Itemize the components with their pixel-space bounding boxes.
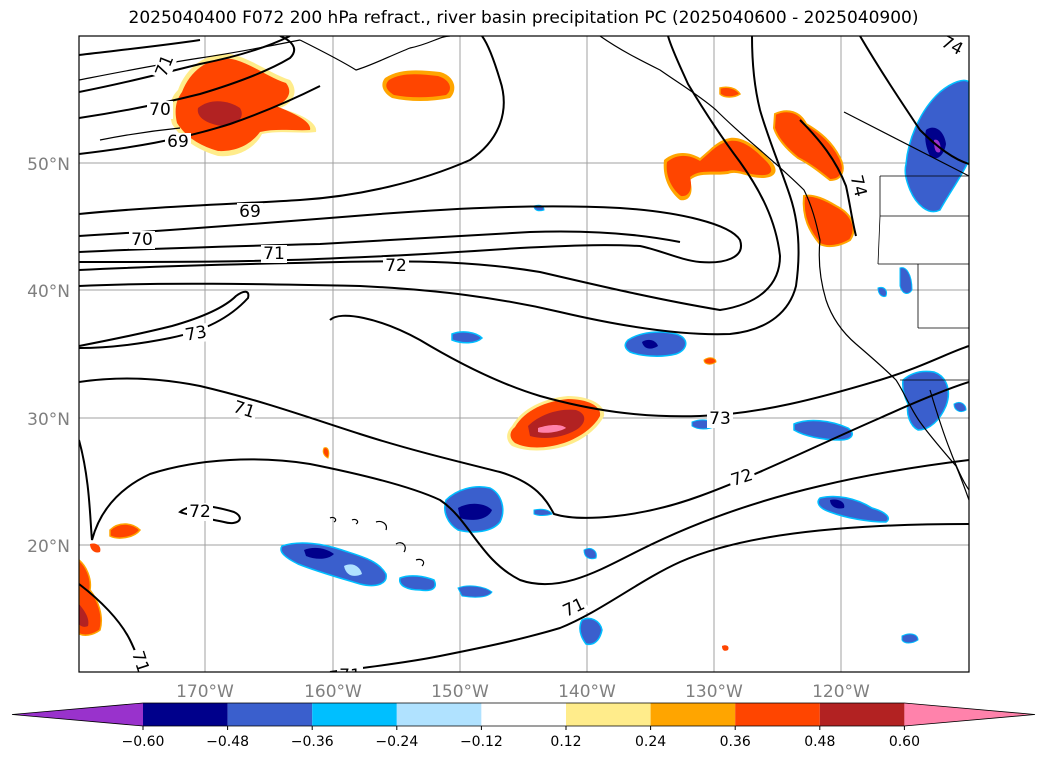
contour-label-background — [147, 101, 173, 119]
negative-areas — [280, 79, 969, 646]
contour-line — [79, 439, 969, 586]
contour-line — [79, 36, 800, 336]
colorbar-tick-label: 0.24 — [635, 734, 666, 750]
colorbar-tick-label: 0.48 — [804, 734, 835, 750]
contour-label-background — [187, 503, 213, 521]
contour-line — [79, 39, 201, 56]
contour-label-background — [707, 410, 733, 428]
refractivity-contours — [79, 36, 969, 672]
contour-label-background — [127, 646, 153, 672]
contour-label: 69 — [239, 202, 261, 222]
colorbar-tick-label: −0.60 — [122, 734, 165, 750]
contour-line — [799, 119, 857, 237]
contour-label: 73 — [709, 409, 731, 429]
colorbar-swatch — [227, 703, 313, 726]
lat-label: 30°N — [27, 410, 70, 430]
contour-label-background — [383, 257, 409, 275]
colorbar-tick-label: −0.36 — [291, 734, 334, 750]
contour-line — [859, 36, 969, 165]
contour-line — [79, 36, 505, 215]
contour-line — [79, 36, 296, 119]
colorbar-swatch — [12, 703, 143, 726]
contour-line — [79, 290, 250, 349]
contour-label: 72 — [385, 256, 407, 276]
contour-label-background — [936, 36, 968, 61]
coast-gulf-alaska-west — [299, 36, 451, 71]
colorbar-tick-label: 0.12 — [550, 734, 581, 750]
colorbar-tick-label: 0.36 — [720, 734, 751, 750]
colorbar-swatch — [312, 703, 397, 726]
contour-line — [79, 36, 291, 93]
contour-line — [79, 36, 782, 312]
colorbar-swatch — [904, 703, 1035, 726]
positive-area-aleutians — [170, 53, 455, 157]
map-title: 2025040400 F072 200 hPa refract., river … — [128, 8, 919, 28]
colorbar-tick-label: −0.48 — [206, 734, 249, 750]
lat-label: 20°N — [27, 537, 70, 557]
contour-label: 73 — [184, 322, 209, 345]
contour-line — [79, 230, 681, 253]
lon-label: 160°W — [304, 682, 362, 702]
contour-label: 71 — [339, 666, 361, 686]
coast-aleutians — [99, 127, 181, 141]
coast-north-america — [599, 36, 969, 501]
contour-label-background — [151, 50, 179, 82]
coast-alaska-peninsula — [79, 39, 301, 81]
contour-label-background — [165, 133, 191, 151]
lon-label: 170°W — [176, 682, 234, 702]
state-borders — [877, 175, 969, 329]
colorbar-swatch — [566, 703, 651, 726]
lon-label: 140°W — [558, 682, 616, 702]
contour-line — [79, 85, 321, 155]
lon-label: 130°W — [685, 682, 743, 702]
positive-area-pacific-northwest — [663, 86, 855, 248]
contour-label: 69 — [167, 132, 189, 152]
contour-label-background — [337, 667, 363, 672]
lat-label: 50°N — [27, 155, 70, 175]
lon-label: 120°W — [812, 682, 870, 702]
contour-label-background — [237, 203, 263, 221]
contour-label: 70 — [131, 230, 153, 250]
contour-label: 72 — [189, 502, 211, 522]
contour-label-background — [129, 231, 155, 249]
lon-label: 150°W — [431, 682, 489, 702]
border-canada-us — [843, 111, 969, 177]
longitude-labels: 170°W 160°W 150°W 140°W 130°W 120°W — [176, 682, 870, 702]
contour-line — [329, 523, 969, 672]
coastlines — [79, 36, 969, 567]
colorbar-swatch — [819, 703, 905, 726]
colorbar-tick-label: 0.60 — [889, 734, 920, 750]
contour-line — [329, 314, 969, 418]
contour-label: 70 — [149, 100, 171, 120]
colorbar-tick-label: −0.24 — [375, 734, 418, 750]
contour-label-background — [726, 465, 758, 491]
latitude-labels: 50°N 40°N 30°N 20°N — [27, 155, 70, 557]
contour-label-background — [846, 171, 870, 201]
hawaiian-islands — [329, 516, 425, 567]
contour-label-background — [181, 322, 211, 346]
contour-line — [79, 205, 742, 264]
contour-label-background — [228, 397, 260, 423]
precipitation-fields — [79, 53, 969, 651]
map-frame — [78, 35, 970, 673]
contour-label-background — [558, 594, 590, 622]
colorbar-swatch — [650, 703, 736, 726]
colorbar-swatch — [735, 703, 820, 726]
colorbar-tick-label: −0.12 — [460, 734, 503, 750]
colorbar-swatch — [481, 703, 566, 726]
colorbar-swatch — [143, 703, 228, 726]
contour-label-background — [261, 245, 287, 263]
colorbar-swatch — [396, 703, 482, 726]
lat-label: 40°N — [27, 282, 70, 302]
coast-baja — [929, 389, 969, 491]
positive-area-subtropical — [79, 357, 729, 651]
contour-label: 71 — [127, 649, 153, 676]
contour-label: 71 — [263, 244, 285, 264]
colorbar: −0.60 −0.48 −0.36 −0.24 −0.12 0.12 0.24 0.36 0.4… — [11, 702, 1036, 750]
contour-line — [79, 377, 969, 519]
